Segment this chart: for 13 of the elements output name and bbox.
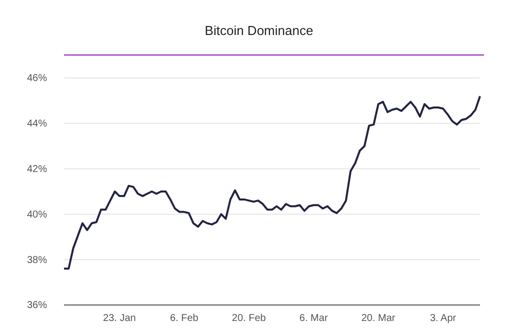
- chart-title: Bitcoin Dominance: [204, 23, 314, 38]
- y-tick-label: 46%: [26, 73, 48, 84]
- x-tick-label: 23. Jan: [103, 313, 136, 324]
- y-tick-label: 38%: [26, 254, 48, 266]
- x-tick-label: 20. Feb: [232, 313, 266, 324]
- x-tick-label: 3. Apr: [430, 313, 457, 324]
- y-tick-label: 42%: [26, 164, 48, 175]
- y-tick-label: 44%: [26, 118, 48, 130]
- x-tick-label: 20. Mar: [361, 313, 396, 324]
- x-tick-label: 6. Mar: [299, 313, 328, 324]
- y-tick-label: 40%: [26, 209, 48, 220]
- y-tick-label: 36%: [26, 300, 48, 312]
- x-tick-label: 6. Feb: [170, 313, 199, 324]
